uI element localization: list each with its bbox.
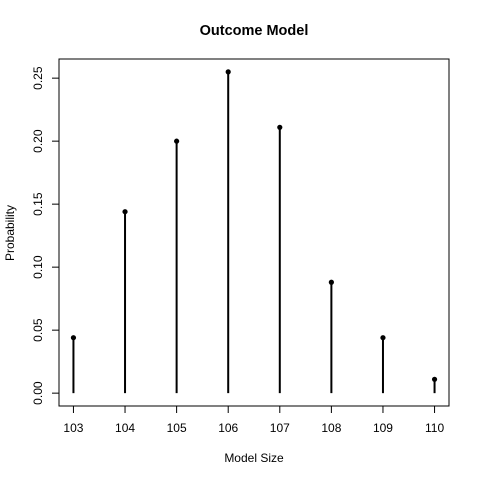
data-point [174,138,180,144]
y-tick-label: 0.10 [31,255,45,279]
chart-title: Outcome Model [200,23,309,39]
data-point [70,335,77,341]
x-tick-label: 109 [373,421,393,435]
x-tick-label: 105 [167,421,187,435]
y-tick-label: 0.15 [31,192,45,216]
x-tick-label: 106 [218,421,238,435]
x-axis: 103 104 105 106 107 108 109 110 [63,405,444,435]
y-axis: 0.00 0.05 0.10 0.15 0.20 0.25 [31,66,60,405]
y-tick-label: 0.00 [31,381,45,405]
data-point [380,335,386,341]
x-tick-label: 110 [425,421,444,435]
plot-frame [58,58,450,407]
data-point [225,69,231,75]
y-tick-label: 0.25 [31,66,45,90]
y-tick-label: 0.20 [31,129,45,153]
data-marks [70,69,438,394]
data-point [431,376,438,382]
x-tick-label: 107 [270,421,290,435]
x-tick-label: 103 [63,421,83,435]
data-point [122,209,128,215]
y-tick-label: 0.05 [31,318,45,342]
x-tick-label: 108 [321,421,341,435]
y-axis-label: Probability [3,205,17,261]
data-point [277,124,283,130]
x-tick-label: 104 [115,421,135,435]
data-point [328,279,334,285]
x-axis-label: Model Size [224,451,284,465]
